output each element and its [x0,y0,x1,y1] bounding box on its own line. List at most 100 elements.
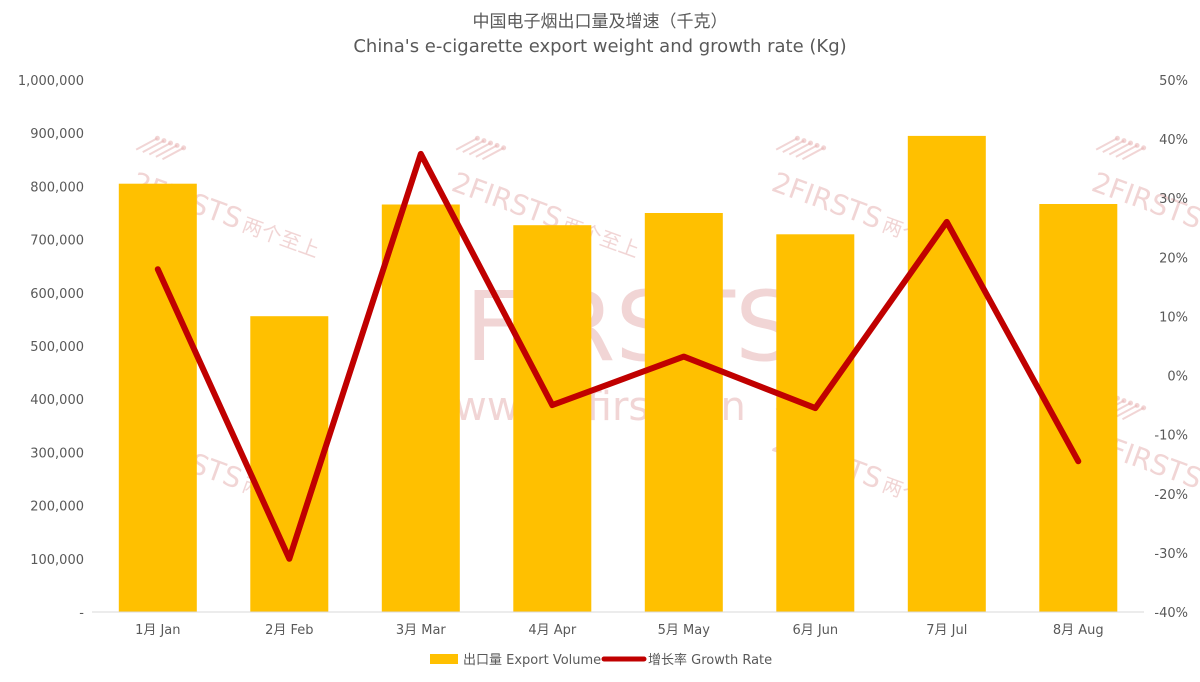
watermark-stroke [155,144,178,158]
line-point [420,153,422,155]
watermark-stroke [148,142,171,156]
y-right-tick-label: 30% [1159,192,1188,207]
y-right-tick-label: -20% [1154,488,1188,503]
y-left-tick-label: 900,000 [30,127,84,142]
watermark-dot [1141,145,1147,151]
y-left-tick-label: 600,000 [30,287,84,302]
watermark-dot [1128,400,1134,406]
watermark-dot [1121,398,1127,404]
line-point [946,221,948,223]
watermark-stroke [795,144,818,158]
line-point [814,407,816,409]
watermark-dot [1134,142,1140,148]
y-left-tick-label: 200,000 [30,500,84,515]
y-left-tick-label: - [79,606,84,621]
legend: 出口量 Export Volume 增长率 Growth Rate [430,652,772,668]
watermark-stroke [1115,144,1138,158]
line-point [157,268,159,270]
watermark-dot [1114,135,1120,141]
y-left-tick-label: 800,000 [30,180,84,195]
watermark-dot [181,145,187,151]
line-point [288,558,290,560]
watermark-stroke [135,137,158,151]
bar [250,316,329,612]
x-tick-label: 4月 Apr [528,623,577,638]
watermark-stroke [1108,142,1131,156]
y-right-tick-label: -30% [1154,547,1188,562]
x-tick-label: 2月 Feb [265,623,313,638]
watermark-dot [1141,405,1147,411]
watermark-stroke [142,139,165,153]
watermark-dot [1134,402,1140,408]
y-right-tick-label: 0% [1167,370,1188,385]
y-left-tick-label: 500,000 [30,340,84,355]
bar [513,225,592,612]
watermark-stroke [1102,139,1125,153]
watermark-dot [501,145,507,151]
watermark-stroke [468,142,491,156]
x-tick-label: 3月 Mar [396,623,447,638]
y-left-tick-label: 100,000 [30,553,84,568]
watermark-stroke [775,137,798,151]
watermark-dot [794,135,800,141]
y-right-tick-label: -10% [1154,429,1188,444]
chart-title: 中国电子烟出口量及增速（千克） [473,12,728,32]
watermark-dot [801,138,807,144]
x-axis: 1月 Jan 2月 Feb 3月 Mar 4月 Apr 5月 May 6月 Jun 7月 J… [135,623,1104,638]
watermark-stroke [462,139,485,153]
y-left-tick-label: 700,000 [30,234,84,249]
watermark-stroke [782,139,805,153]
bar [907,135,986,612]
watermark-stroke [1121,406,1145,421]
x-tick-label: 6月 Jun [792,623,838,638]
bar [118,183,197,612]
watermark-dot [808,140,814,146]
legend-label-export-volume: 出口量 Export Volume [463,653,601,668]
line-series [154,150,1082,562]
y-left-tick-label: 400,000 [30,393,84,408]
y-right-tick-label: 40% [1159,133,1188,148]
watermark-dot [494,142,500,148]
watermark-dot [174,142,180,148]
bar [644,213,723,612]
y-right-tick-label: 10% [1159,310,1188,325]
watermark-dot [161,138,167,144]
watermark-stroke [455,137,478,151]
watermark-dot [1128,140,1134,146]
watermark-dot [821,145,827,151]
legend-label-growth-rate: 增长率 Growth Rate [648,652,772,668]
line-point [551,404,553,406]
legend-swatch-export-volume [430,654,458,664]
bar [381,204,460,612]
watermark-stroke [788,142,811,156]
watermark-dot [481,138,487,144]
watermark-stroke [1115,404,1138,418]
y-left-tick-label: 1,000,000 [18,74,84,89]
bar [776,234,855,613]
watermark-stroke [161,146,185,161]
bar-series [118,135,1118,613]
watermark-brand: 2FIRSTS [768,166,887,236]
y-right-tick-label: -40% [1154,606,1188,621]
y-right-tick-label: 50% [1159,74,1188,89]
watermark-chinese: 两个至上 [239,213,322,263]
chart-subtitle: China's e-cigarette export weight and gr… [353,36,846,57]
growth-rate-line [154,150,1082,562]
x-tick-label: 8月 Aug [1053,623,1104,638]
x-tick-label: 7月 Jul [926,623,967,638]
watermark-stroke [1095,137,1118,151]
watermark-stroke [481,146,505,161]
x-tick-label: 1月 Jan [135,623,180,638]
watermark-brand: 2FIRSTS [448,166,567,236]
watermark-dot [154,135,160,141]
y-left-tick-label: 300,000 [30,446,84,461]
watermark-stroke [801,146,825,161]
x-tick-label: 5月 May [658,623,711,638]
watermark-dot [1121,138,1127,144]
watermark-dot [474,135,480,141]
line-point [1077,460,1079,462]
y-right-axis: -40% -30% -20% -10% 0% 10% 20% 30% 40% 50% [1154,74,1188,621]
watermark-dot [814,142,820,148]
line-point [683,356,685,358]
